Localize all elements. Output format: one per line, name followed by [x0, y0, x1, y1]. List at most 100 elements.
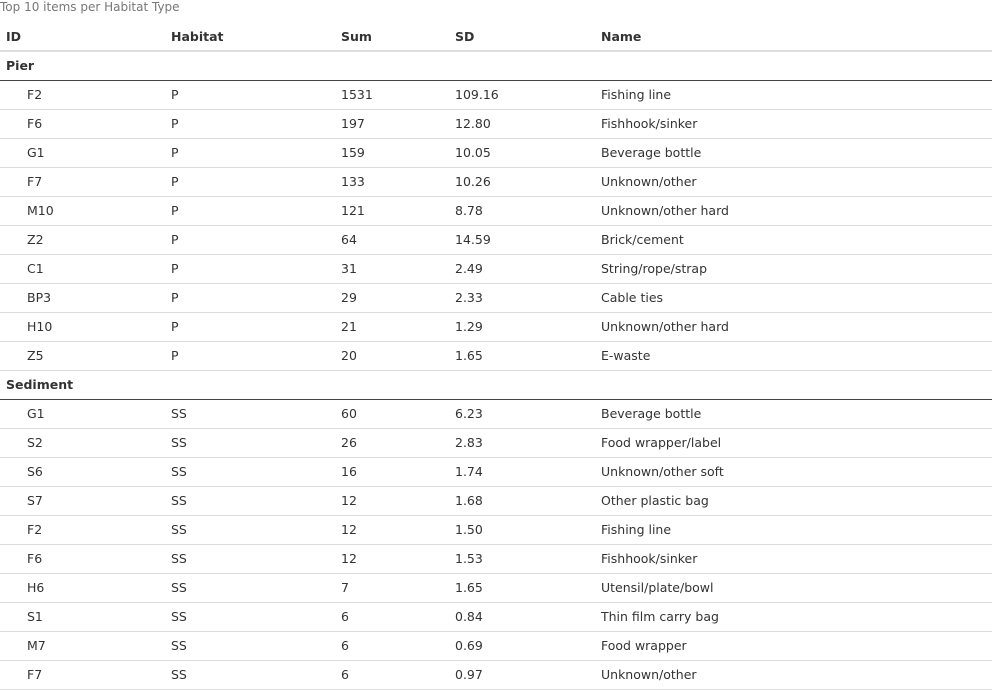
cell-sd: 2.33: [455, 290, 483, 305]
table-header-row: ID Habitat Sum SD Name: [0, 23, 992, 52]
cell-id: S7: [27, 493, 43, 508]
table-row: C1 P 31 2.49 String/rope/strap: [0, 255, 992, 284]
cell-id: M10: [27, 203, 54, 218]
cell-id: F2: [27, 87, 43, 102]
cell-sum: 12: [341, 522, 357, 537]
cell-sum: 12: [341, 493, 357, 508]
cell-sd: 8.78: [455, 203, 483, 218]
cell-sum: 6: [341, 609, 349, 624]
cell-sd: 1.50: [455, 522, 483, 537]
cell-name: Fishing line: [601, 87, 672, 102]
habitat-items-table: ID Habitat Sum SD Name Pier F2 P 1531 109.16…: [0, 23, 992, 690]
cell-sd: 10.05: [455, 145, 491, 160]
group-row: Pier: [0, 52, 992, 81]
cell-sd: 1.65: [455, 580, 483, 595]
cell-sum: 6: [341, 638, 349, 653]
cell-name: Unknown/other hard: [601, 319, 729, 334]
table-row: M7 SS 6 0.69 Food wrapper: [0, 632, 992, 661]
table-row: Z5 P 20 1.65 E-waste: [0, 342, 992, 371]
cell-sd: 2.49: [455, 261, 483, 276]
cell-id: G1: [27, 145, 45, 160]
cell-sd: 0.84: [455, 609, 483, 624]
cell-name: E-waste: [601, 348, 651, 363]
cell-id: F2: [27, 522, 43, 537]
cell-id: F6: [27, 551, 43, 566]
cell-sd: 6.23: [455, 406, 483, 421]
cell-sum: 60: [341, 406, 357, 421]
cell-name: Unknown/other soft: [601, 464, 724, 479]
group-label: Pier: [6, 58, 35, 73]
cell-habitat: P: [171, 319, 179, 334]
cell-sd: 0.69: [455, 638, 483, 653]
column-header-habitat[interactable]: Habitat: [171, 29, 224, 44]
cell-name: Beverage bottle: [601, 406, 702, 421]
cell-sd: 10.26: [455, 174, 491, 189]
cell-sum: 16: [341, 464, 357, 479]
column-header-name[interactable]: Name: [601, 29, 642, 44]
cell-name: Beverage bottle: [601, 145, 702, 160]
cell-sum: 26: [341, 435, 357, 450]
cell-sd: 1.53: [455, 551, 483, 566]
column-header-id[interactable]: ID: [6, 29, 22, 44]
cell-name: Fishing line: [601, 522, 672, 537]
cell-habitat: P: [171, 261, 179, 276]
column-header-sum[interactable]: Sum: [341, 29, 372, 44]
cell-name: Brick/cement: [601, 232, 684, 247]
cell-habitat: SS: [171, 667, 187, 682]
cell-name: Fishhook/sinker: [601, 116, 698, 131]
cell-sd: 1.74: [455, 464, 483, 479]
cell-sd: 2.83: [455, 435, 483, 450]
cell-habitat: SS: [171, 493, 187, 508]
table-row: F2 SS 12 1.50 Fishing line: [0, 516, 992, 545]
cell-sum: 21: [341, 319, 357, 334]
cell-habitat: SS: [171, 435, 187, 450]
cell-sum: 64: [341, 232, 357, 247]
cell-id: Z2: [27, 232, 44, 247]
table-row: F2 P 1531 109.16 Fishing line: [0, 81, 992, 110]
cell-name: Cable ties: [601, 290, 664, 305]
cell-sum: 121: [341, 203, 365, 218]
cell-name: Unknown/other: [601, 174, 697, 189]
table-row: S2 SS 26 2.83 Food wrapper/label: [0, 429, 992, 458]
cell-habitat: SS: [171, 638, 187, 653]
cell-id: H6: [27, 580, 45, 595]
table-row: H10 P 21 1.29 Unknown/other hard: [0, 313, 992, 342]
table-body: Pier F2 P 1531 109.16 Fishing line F6 P 197 12.80…: [0, 52, 992, 690]
cell-name: Fishhook/sinker: [601, 551, 698, 566]
cell-habitat: SS: [171, 522, 187, 537]
cell-sd: 1.29: [455, 319, 483, 334]
cell-habitat: SS: [171, 551, 187, 566]
cell-id: C1: [27, 261, 44, 276]
cell-id: F7: [27, 174, 43, 189]
cell-id: S2: [27, 435, 43, 450]
cell-sum: 12: [341, 551, 357, 566]
table-row: S6 SS 16 1.74 Unknown/other soft: [0, 458, 992, 487]
cell-habitat: P: [171, 174, 179, 189]
cell-habitat: SS: [171, 406, 187, 421]
cell-id: G1: [27, 406, 45, 421]
cell-name: Food wrapper/label: [601, 435, 722, 450]
group-label: Sediment: [6, 377, 74, 392]
cell-habitat: P: [171, 145, 179, 160]
cell-name: Food wrapper: [601, 638, 687, 653]
table-row: F7 P 133 10.26 Unknown/other: [0, 168, 992, 197]
cell-id: M7: [27, 638, 46, 653]
table-row: S1 SS 6 0.84 Thin film carry bag: [0, 603, 992, 632]
cell-habitat: P: [171, 116, 179, 131]
cell-id: S6: [27, 464, 43, 479]
table-row: BP3 P 29 2.33 Cable ties: [0, 284, 992, 313]
table-row: F6 P 197 12.80 Fishhook/sinker: [0, 110, 992, 139]
cell-id: F7: [27, 667, 43, 682]
cell-sum: 6: [341, 667, 349, 682]
cell-habitat: P: [171, 348, 179, 363]
cell-sum: 29: [341, 290, 357, 305]
cell-sd: 12.80: [455, 116, 491, 131]
table-row: F6 SS 12 1.53 Fishhook/sinker: [0, 545, 992, 574]
column-header-sd[interactable]: SD: [455, 29, 475, 44]
cell-sum: 197: [341, 116, 365, 131]
table-row: G1 SS 60 6.23 Beverage bottle: [0, 400, 992, 429]
cell-habitat: SS: [171, 580, 187, 595]
cell-habitat: SS: [171, 609, 187, 624]
cell-id: F6: [27, 116, 43, 131]
cell-id: H10: [27, 319, 53, 334]
